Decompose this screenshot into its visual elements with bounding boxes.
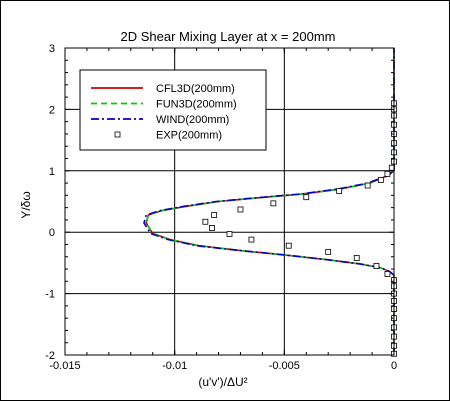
exp-data-point	[364, 182, 371, 189]
exp-data-point	[377, 177, 384, 183]
exp-data-point	[384, 170, 391, 177]
x-tick-label: 0	[391, 360, 397, 372]
exp-data-point	[285, 242, 292, 249]
y-tick-label: 3	[49, 43, 55, 55]
y-tick-label: 0	[49, 227, 55, 239]
exp-data-point	[209, 225, 215, 231]
y-tick-label: -1	[45, 289, 55, 301]
exp-data-point	[211, 212, 218, 218]
exp-data-point	[336, 188, 343, 194]
exp-data-point	[202, 218, 209, 225]
legend-marker-exp-200mm	[114, 131, 121, 138]
legend-label-exp-200mm: EXP(200mm)	[156, 130, 222, 142]
y-tick-label: 2	[49, 104, 55, 116]
exp-data-point	[325, 248, 332, 255]
exp-data-point	[270, 200, 277, 207]
x-tick-label: -0.015	[49, 360, 80, 372]
legend-box	[79, 69, 267, 151]
exp-data-point	[373, 263, 380, 269]
exp-data-point	[384, 271, 391, 277]
plot-area-border	[64, 47, 395, 356]
chart-title: 2D Shear Mixing Layer at x = 200mm	[121, 29, 336, 44]
exp-data-point	[303, 194, 310, 201]
legend-label-cfl3d-200mm: CFL3D(200mm)	[156, 83, 235, 95]
axis-ticks: -0.015 -0.01 -0.005 0 -2 -1 0 1 2 3	[45, 43, 397, 372]
y-axis-label: Y/δω	[19, 191, 33, 218]
y-tick-label: -2	[45, 350, 55, 362]
exp-data-point	[248, 236, 255, 243]
wind-200mm-series-line	[143, 48, 395, 355]
x-axis-label: (u'v')/ΔU²	[198, 375, 247, 389]
exp-data-point	[353, 255, 360, 261]
x-tick-label: -0.01	[162, 360, 187, 372]
exp-data-point	[226, 231, 233, 237]
legend-label-wind-200mm: WIND(200mm)	[156, 114, 229, 126]
x-tick-label: -0.005	[269, 360, 300, 372]
legend: CFL3D(200mm) FUN3D(200mm) WIND(200mm) EXP(2…	[79, 69, 267, 151]
legend-label-fun3d-200mm: FUN3D(200mm)	[156, 99, 237, 111]
y-tick-label: 1	[49, 166, 55, 178]
exp-data-point	[237, 206, 244, 213]
